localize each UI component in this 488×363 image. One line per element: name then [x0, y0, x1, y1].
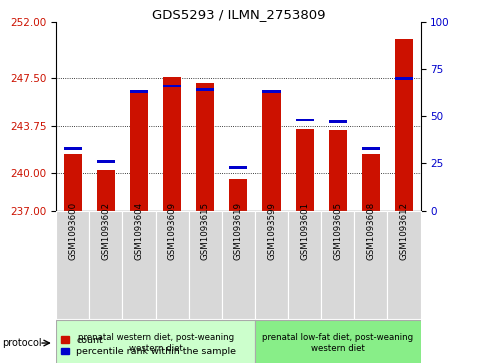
- Text: protocol: protocol: [2, 338, 42, 348]
- Text: GSM1093612: GSM1093612: [399, 201, 407, 260]
- Text: GSM1093602: GSM1093602: [101, 201, 110, 260]
- Bar: [354, 211, 386, 319]
- Bar: [163, 77, 181, 211]
- Bar: [63, 154, 81, 211]
- Bar: [63, 147, 81, 150]
- Text: GSM1093608: GSM1093608: [366, 201, 375, 260]
- Bar: [163, 85, 181, 87]
- Bar: [295, 119, 313, 121]
- Bar: [328, 130, 346, 211]
- Bar: [155, 211, 188, 319]
- Bar: [97, 170, 115, 211]
- Bar: [130, 90, 148, 93]
- Bar: [394, 77, 412, 80]
- Bar: [287, 211, 321, 319]
- Bar: [222, 211, 254, 319]
- Bar: [361, 147, 379, 150]
- Bar: [295, 129, 313, 211]
- Bar: [89, 211, 122, 319]
- Text: GSM1093619: GSM1093619: [233, 201, 243, 260]
- Text: GSM1093599: GSM1093599: [266, 202, 275, 260]
- Bar: [254, 211, 287, 319]
- Bar: [254, 321, 420, 363]
- Bar: [386, 211, 420, 319]
- Text: GSM1093609: GSM1093609: [167, 201, 176, 260]
- Text: GSM1093604: GSM1093604: [134, 201, 143, 260]
- Bar: [262, 91, 280, 211]
- Text: GSM1093605: GSM1093605: [332, 201, 342, 260]
- Text: GSM1093601: GSM1093601: [300, 201, 308, 260]
- Bar: [361, 154, 379, 211]
- Text: prenatal western diet, post-weaning
western diet: prenatal western diet, post-weaning west…: [78, 333, 233, 353]
- Bar: [97, 160, 115, 163]
- Bar: [262, 90, 280, 93]
- Bar: [229, 166, 247, 168]
- Title: GDS5293 / ILMN_2753809: GDS5293 / ILMN_2753809: [151, 8, 325, 21]
- Text: GSM1093615: GSM1093615: [201, 201, 209, 260]
- Bar: [328, 121, 346, 123]
- Bar: [130, 91, 148, 211]
- Bar: [196, 88, 214, 91]
- Bar: [394, 40, 412, 211]
- Bar: [196, 83, 214, 211]
- Bar: [56, 321, 254, 363]
- Bar: [56, 211, 89, 319]
- Text: prenatal low-fat diet, post-weaning
western diet: prenatal low-fat diet, post-weaning west…: [262, 333, 412, 353]
- Bar: [229, 179, 247, 211]
- Legend: count, percentile rank within the sample: count, percentile rank within the sample: [61, 336, 236, 356]
- Bar: [188, 211, 222, 319]
- Bar: [321, 211, 354, 319]
- Text: GSM1093600: GSM1093600: [68, 201, 77, 260]
- Bar: [122, 211, 155, 319]
